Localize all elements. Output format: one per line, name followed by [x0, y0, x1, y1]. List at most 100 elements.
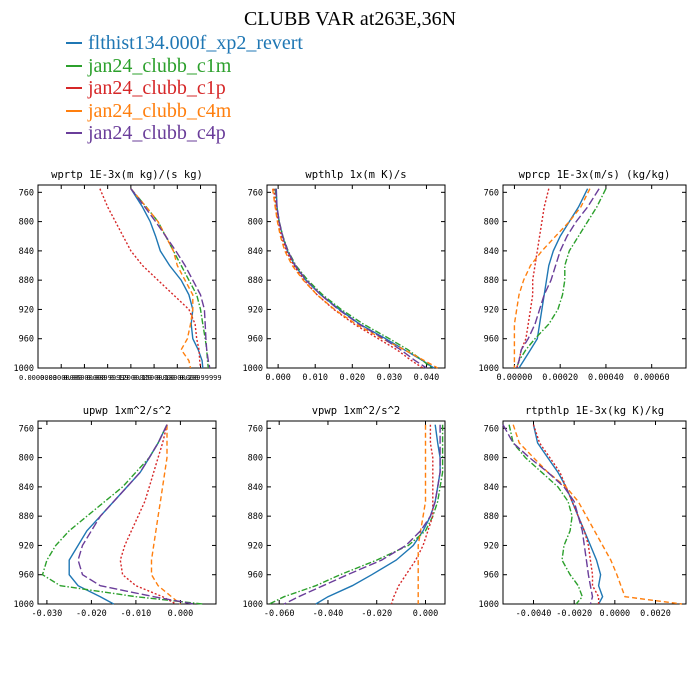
series-line-0: [275, 188, 435, 369]
y-tick-label: 840: [19, 247, 34, 257]
series-line-3: [130, 188, 194, 369]
series-line-4: [502, 424, 594, 605]
legend-swatch-2: [66, 87, 82, 90]
legend-label-1: jan24_clubb_c1m: [88, 54, 232, 77]
y-tick-label: 800: [248, 218, 263, 228]
x-tick-label: -0.030: [32, 609, 63, 619]
x-tick-label: 0.00000: [497, 373, 533, 383]
x-tick-label: -0.040: [313, 609, 344, 619]
x-tick-label: 0.00060: [634, 373, 670, 383]
y-tick-label: 880: [19, 512, 34, 522]
y-tick-label: 880: [484, 512, 499, 522]
x-tick-label: -0.020: [361, 609, 392, 619]
x-tick-label: 0.00020: [542, 373, 578, 383]
series-line-1: [269, 424, 444, 605]
panel-title: wprcp 1E-3x(m/s) (kg/kg): [519, 169, 671, 181]
x-tick-label: 0.0000: [599, 609, 630, 619]
x-tick-label: 0.010: [302, 373, 328, 383]
legend: flthist134.000f_xp2_revert jan24_clubb_c…: [66, 32, 303, 145]
panel-frame: [37, 420, 217, 605]
legend-item: jan24_clubb_c4m: [66, 100, 303, 123]
series-line-4: [275, 188, 427, 369]
x-tick-label: 0.030: [377, 373, 403, 383]
series-line-1: [130, 188, 209, 369]
y-tick-label: 880: [248, 276, 263, 286]
y-tick-label: 760: [19, 424, 34, 434]
y-tick-label: 800: [248, 454, 263, 464]
series-line-4: [283, 424, 441, 605]
x-tick-label: 0.0020: [640, 609, 671, 619]
x-tick-label: 0.040: [414, 373, 440, 383]
x-tick-label: -0.060: [264, 609, 295, 619]
panel-frame: [502, 184, 687, 369]
legend-swatch-4: [66, 132, 82, 135]
legend-swatch-3: [66, 109, 82, 112]
series-line-4: [516, 188, 600, 369]
panel-title: upwp 1xm^2/s^2: [83, 405, 172, 417]
series-line-0: [130, 188, 204, 369]
x-tick-label: 0.000: [413, 609, 439, 619]
series-line-1: [516, 188, 607, 369]
panel-title: vpwp 1xm^2/s^2: [312, 405, 401, 417]
x-tick-label: 0.18000000: [156, 374, 198, 382]
legend-item: jan24_clubb_c4p: [66, 122, 303, 145]
y-tick-label: 760: [248, 188, 263, 198]
y-tick-label: 960: [248, 335, 263, 345]
legend-swatch-1: [66, 64, 82, 67]
y-tick-label: 880: [248, 512, 263, 522]
series-line-0: [518, 188, 589, 369]
series-line-3: [513, 188, 591, 368]
x-tick-label: 0.12000000: [110, 374, 152, 382]
legend-label-2: jan24_clubb_c1p: [88, 77, 226, 100]
series-line-2: [119, 424, 177, 605]
y-tick-label: 920: [484, 541, 499, 551]
y-tick-label: 840: [484, 247, 499, 257]
y-tick-label: 760: [484, 424, 499, 434]
y-tick-label: 800: [19, 218, 34, 228]
series-line-1: [41, 424, 203, 605]
legend-item: jan24_clubb_c1p: [66, 77, 303, 100]
x-tick-label: 0.00040: [588, 373, 624, 383]
series-line-3: [417, 424, 427, 604]
y-tick-label: 800: [19, 454, 34, 464]
x-tick-label: 0.20999999: [179, 374, 221, 382]
y-tick-label: 960: [248, 571, 263, 581]
y-tick-label: 920: [248, 305, 263, 315]
x-tick-label: -0.0020: [556, 609, 592, 619]
series-line-1: [274, 188, 433, 369]
legend-label-0: flthist134.000f_xp2_revert: [88, 32, 303, 55]
y-tick-label: 840: [19, 483, 34, 493]
y-tick-label: 1000: [243, 600, 263, 610]
y-tick-label: 760: [484, 188, 499, 198]
x-tick-label: -0.020: [76, 609, 107, 619]
x-tick-label: 0.0000000: [19, 374, 57, 382]
panel-title: wprtp 1E-3x(m kg)/(s kg): [51, 169, 203, 181]
x-tick-label: 0.000: [265, 373, 291, 383]
y-tick-label: 960: [19, 335, 34, 345]
x-tick-label: 0.03000000: [40, 374, 82, 382]
x-tick-label: -0.010: [121, 609, 152, 619]
x-tick-label: -0.0040: [516, 609, 552, 619]
y-tick-label: 960: [19, 571, 34, 581]
legend-label-3: jan24_clubb_c4m: [88, 99, 232, 122]
x-tick-label: 0.000: [168, 609, 194, 619]
series-line-0: [532, 424, 604, 605]
series-line-3: [150, 424, 181, 605]
y-tick-label: 840: [248, 483, 263, 493]
y-tick-label: 920: [19, 541, 34, 551]
series-line-3: [271, 188, 438, 369]
series-line-2: [99, 188, 202, 369]
y-tick-label: 920: [19, 305, 34, 315]
y-tick-label: 920: [484, 305, 499, 315]
series-line-2: [532, 424, 600, 604]
y-tick-label: 840: [484, 483, 499, 493]
x-tick-label: 0.020: [339, 373, 365, 383]
legend-swatch-0: [66, 42, 82, 45]
series-line-4: [77, 424, 194, 605]
panel-frame: [266, 184, 446, 369]
series-line-3: [512, 424, 682, 605]
panel-frame: [266, 420, 446, 605]
legend-item: flthist134.000f_xp2_revert: [66, 32, 303, 55]
series-line-4: [130, 188, 211, 369]
